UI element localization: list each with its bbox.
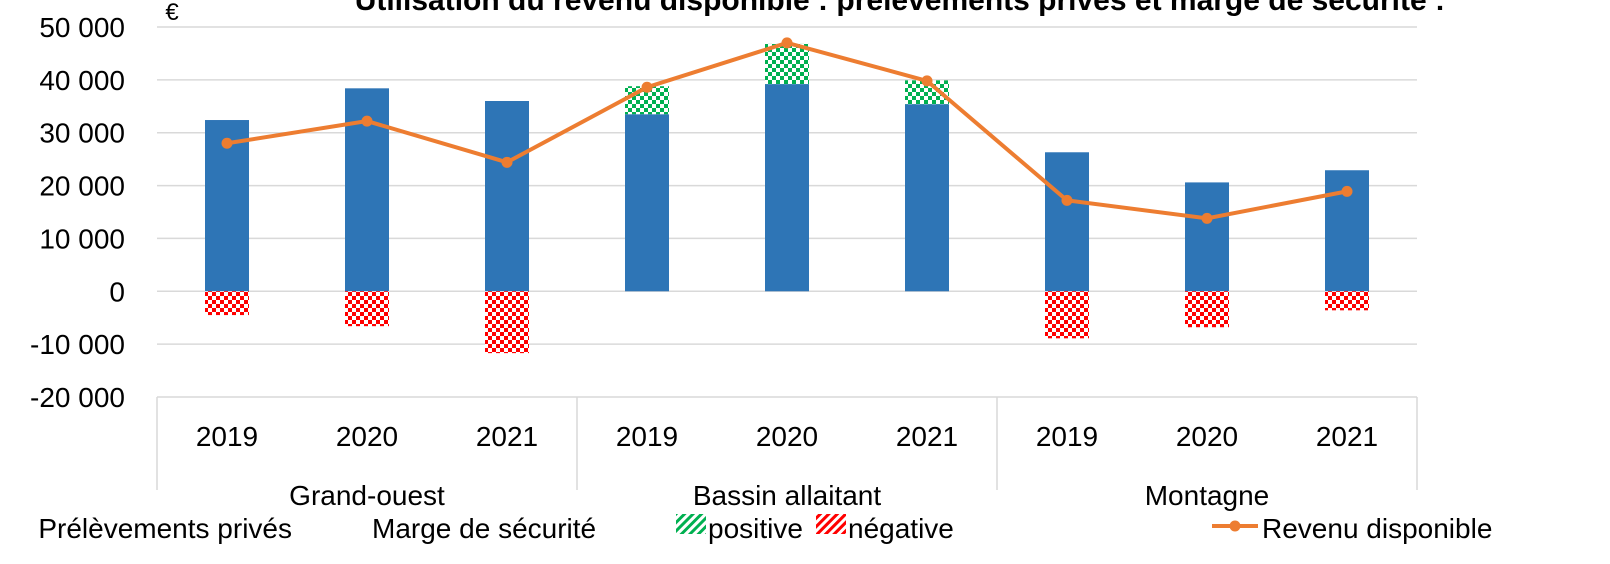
line-marker	[221, 137, 233, 149]
y-tick-label: 40 000	[39, 65, 125, 96]
bar	[205, 291, 249, 316]
y-axis-label: €	[165, 0, 179, 26]
y-tick-label: 20 000	[39, 171, 125, 202]
line-marker	[1061, 194, 1073, 206]
y-tick-label: 30 000	[39, 118, 125, 149]
legend-label: Prélèvements privés	[38, 513, 292, 544]
line-marker	[501, 156, 513, 168]
x-tick-label: 2021	[896, 421, 958, 452]
bar	[765, 43, 809, 85]
bar	[1045, 152, 1089, 292]
x-tick-label: 2019	[1036, 421, 1098, 452]
legend-label: positive	[708, 513, 803, 544]
group-label: Grand-ouest	[289, 480, 445, 511]
y-tick-label: 50 000	[39, 12, 125, 43]
bar	[1185, 291, 1229, 328]
x-tick-label: 2021	[1316, 421, 1378, 452]
line-marker	[781, 37, 793, 49]
group-label: Bassin allaitant	[693, 480, 882, 511]
x-tick-label: 2020	[756, 421, 818, 452]
y-tick-label: 10 000	[39, 223, 125, 254]
x-tick-label: 2020	[336, 421, 398, 452]
legend-swatch	[676, 514, 706, 534]
legend-label: Revenu disponible	[1262, 513, 1492, 544]
group-label: Montagne	[1145, 480, 1270, 511]
bar	[485, 101, 529, 292]
legend-marker	[1229, 520, 1241, 532]
bar	[1325, 291, 1369, 311]
bar	[625, 114, 669, 292]
legend-label: négative	[848, 513, 954, 544]
bar	[1045, 291, 1089, 339]
bar	[765, 84, 809, 292]
bar	[345, 291, 389, 327]
x-tick-label: 2021	[476, 421, 538, 452]
y-tick-label: -10 000	[30, 329, 125, 360]
line-marker	[921, 75, 933, 87]
line-marker	[641, 81, 653, 93]
bar	[905, 80, 949, 105]
line-marker	[1201, 212, 1213, 224]
x-tick-label: 2019	[616, 421, 678, 452]
x-tick-label: 2019	[196, 421, 258, 452]
chart-title: Utilisation du revenu disponible : prélè…	[355, 0, 1445, 17]
bar	[485, 291, 529, 354]
y-tick-label: 0	[109, 276, 125, 307]
line-marker	[1341, 185, 1353, 197]
x-tick-label: 2020	[1176, 421, 1238, 452]
bar	[905, 104, 949, 292]
y-tick-label: -20 000	[30, 382, 125, 413]
bar	[1185, 182, 1229, 292]
line-marker	[361, 115, 373, 127]
legend-swatch	[816, 514, 846, 534]
legend-title: Marge de sécurité	[372, 513, 596, 544]
